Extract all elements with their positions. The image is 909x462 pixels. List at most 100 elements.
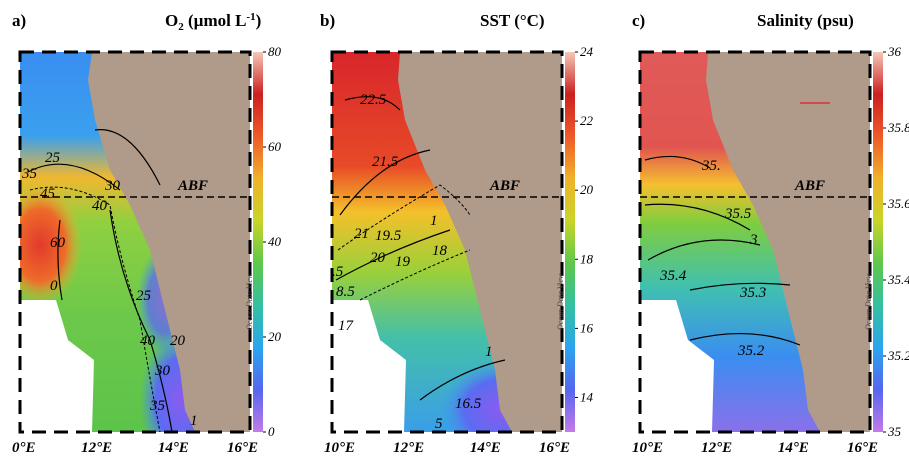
- colorbar-scale: [253, 52, 263, 432]
- contour-label: 35.3: [739, 285, 766, 301]
- colorbar-tick-label: 36: [887, 44, 902, 59]
- abf-label: ABF: [177, 178, 208, 194]
- panel-letter: c): [632, 11, 645, 30]
- panel-title: Salinity (psu): [757, 11, 854, 30]
- contour-label: 25: [136, 288, 152, 304]
- x-tick-label: 12°E: [393, 440, 424, 456]
- contour-label: 35.4: [659, 268, 687, 284]
- contour-line: [57, 219, 63, 301]
- colorbar-tick-label: 20: [268, 329, 282, 344]
- abf-label: ABF: [489, 178, 520, 194]
- colorbar-tick-label: 40: [268, 234, 282, 249]
- colorbar: 35 35.2 35.4 35.6 35.8 36: [873, 44, 909, 439]
- contour-label: 19: [395, 254, 411, 270]
- contour-label: 20: [370, 250, 386, 266]
- contour-label: .5: [332, 264, 344, 280]
- contour-label: 17: [338, 318, 355, 334]
- o2-high-core: [20, 185, 82, 305]
- x-axis-ticks: 10°E 12°E 14°E 16°E: [632, 440, 878, 456]
- panel-letter: a): [12, 11, 26, 30]
- contour-line: [27, 163, 121, 191]
- contour-line: [337, 184, 471, 251]
- contour-label: 19.5: [375, 228, 402, 244]
- map-frame: [638, 50, 872, 434]
- contour-label: 22.5: [360, 92, 387, 108]
- contour-label: 20: [170, 333, 186, 349]
- contour-line: [335, 229, 451, 281]
- panel-b-sst: ABF 22.5 21.5 21 19.5 1 19 18 .5 20 8.5 17 16.5 1 5 b…: [320, 11, 594, 456]
- x-axis-ticks: 0°E 12°E 14°E 16°E: [12, 440, 258, 456]
- contour-label: 30: [104, 178, 121, 194]
- land-mask: [88, 52, 250, 432]
- colorbar-tick-label: 35.8: [887, 120, 909, 135]
- contour-line: [94, 129, 161, 186]
- contour-label: 35.2: [737, 343, 765, 359]
- contour-label: 40: [140, 333, 156, 349]
- contour-label: 1: [485, 344, 493, 360]
- x-tick-label: 16°E: [847, 440, 878, 456]
- land-mask: [706, 52, 870, 432]
- panel-title: SST (°C): [480, 11, 545, 30]
- contour-labels: 35. 35.5 3 35.4 35.3 35.2: [659, 158, 766, 359]
- contour-line: [339, 149, 431, 216]
- x-tick-label: 14°E: [778, 440, 809, 456]
- no-data-mask: [20, 300, 94, 432]
- colorbar: 0 20 40 60 80: [253, 44, 282, 439]
- contour-label: 35: [21, 166, 38, 182]
- contour-label: 18: [432, 243, 448, 259]
- land-mask: [398, 52, 562, 432]
- panel-letter: b): [320, 11, 335, 30]
- x-tick-label: 16°E: [539, 440, 570, 456]
- contour-label: 0: [50, 278, 58, 294]
- x-tick-label: 14°E: [158, 440, 189, 456]
- map-frame: [18, 50, 252, 434]
- colorbar-tick-label: 35.2: [887, 348, 909, 363]
- contour-line: [344, 96, 401, 111]
- contour-label: 35: [149, 398, 166, 414]
- map-frame: [330, 50, 564, 434]
- colorbar-tick-label: 22: [580, 113, 594, 128]
- x-tick-label: 14°E: [470, 440, 501, 456]
- x-tick-label: 16°E: [227, 440, 258, 456]
- colorbar-scale: [565, 52, 575, 432]
- contour-label: 1: [430, 213, 438, 229]
- panel-title: O2 (µmol L-1): [165, 11, 261, 33]
- abf-label: ABF: [794, 178, 825, 194]
- contour-label: 1: [190, 413, 198, 429]
- contour-label: 8.5: [336, 284, 355, 300]
- panel-c-salinity: ABF 35. 35.5 3 35.4 35.3 35.2 c) Salinity (ps…: [632, 11, 909, 456]
- odv-credit: Ocean Data View: [556, 273, 565, 330]
- colorbar-tick-label: 18: [580, 251, 594, 266]
- contour-label: 40: [92, 198, 108, 214]
- contour-line: [644, 155, 711, 169]
- contour-line: [689, 332, 801, 346]
- colorbar-tick-label: 35.6: [887, 196, 909, 211]
- x-tick-label: 10°E: [632, 440, 663, 456]
- colorbar-tick-label: 80: [268, 44, 282, 59]
- contour-label: 35.5: [724, 206, 752, 222]
- contour-label: 60: [50, 235, 66, 251]
- contour-line: [419, 359, 506, 401]
- contour-labels: 22.5 21.5 21 19.5 1 19 18 .5 20 8.5 17 16.5 1 5: [332, 92, 493, 432]
- contour-label: 30: [154, 363, 171, 379]
- colorbar-tick-label: 0: [268, 424, 275, 439]
- no-data-mask: [640, 300, 714, 432]
- colorbar-tick-label: 24: [580, 44, 594, 59]
- odv-credit: Ocean Data View: [864, 273, 873, 330]
- contour-label: 21.5: [372, 154, 399, 170]
- contour-line: [644, 203, 751, 231]
- colorbar-scale: [873, 52, 883, 432]
- contour-label: 21: [354, 226, 369, 242]
- contour-label: 3: [749, 232, 758, 248]
- colorbar: 14 16 18 20 22 24: [565, 44, 594, 432]
- x-tick-label: 12°E: [81, 440, 112, 456]
- contour-line: [109, 209, 173, 432]
- colorbar-tick-label: 35.4: [887, 272, 909, 287]
- colorbar-tick-label: 60: [268, 139, 282, 154]
- x-axis-ticks: 10°E 12°E 14°E 16°E: [324, 440, 570, 456]
- contour-label: 5: [435, 416, 443, 432]
- colorbar-tick-label: 16: [580, 320, 594, 335]
